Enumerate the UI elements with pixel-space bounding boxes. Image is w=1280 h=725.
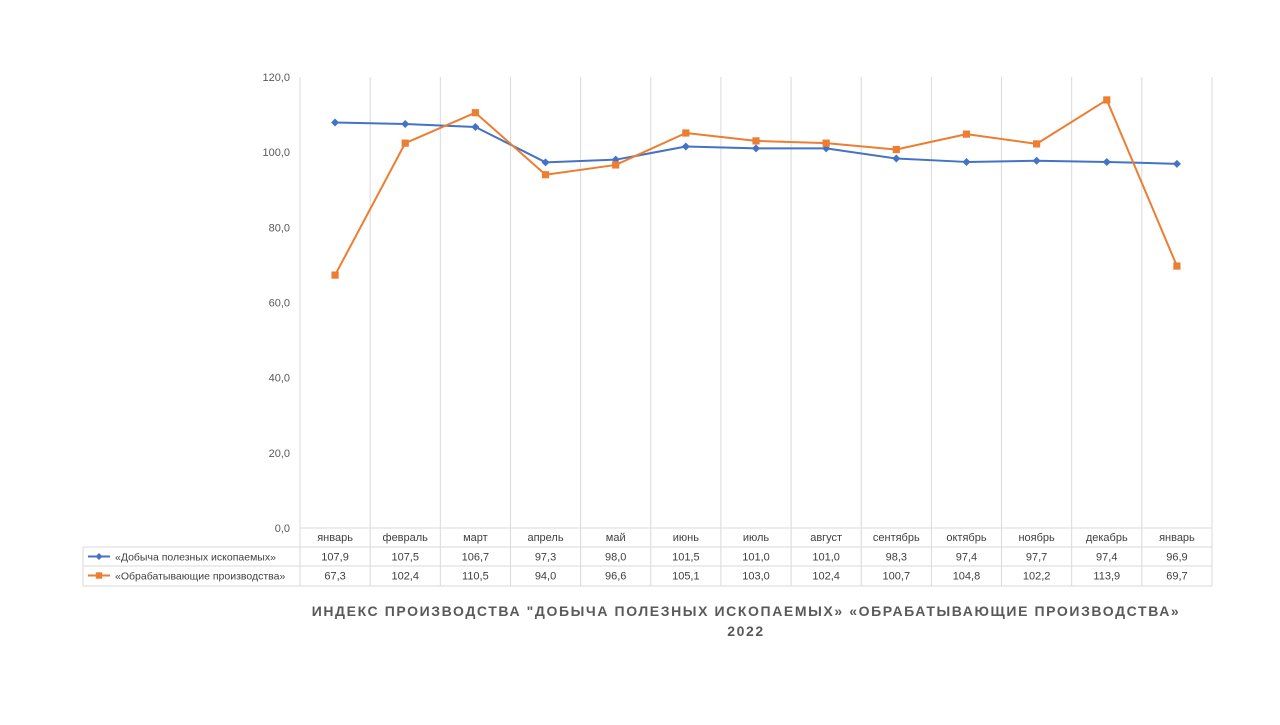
data-table-cell: 110,5: [462, 571, 489, 583]
data-table-cell: 94,0: [535, 571, 556, 583]
data-table-cell: 101,0: [742, 552, 770, 564]
data-point-diamond: [892, 154, 901, 163]
y-tick-label: 40,0: [269, 373, 290, 385]
data-point-square: [612, 161, 620, 169]
data-point-square: [682, 129, 690, 137]
data-point-square: [822, 139, 830, 147]
data-table-cell: 97,3: [535, 552, 556, 564]
data-table-cell: 101,0: [812, 552, 840, 564]
data-table-cell: 67,3: [324, 571, 345, 583]
data-point-square: [1173, 262, 1181, 270]
data-table-cell: 102,4: [812, 571, 840, 583]
data-table-cell: 105,1: [672, 571, 700, 583]
data-table-cell: 97,4: [956, 552, 977, 564]
x-category-label: август: [810, 532, 842, 544]
legend-label: «Обрабатывающие производства»: [115, 571, 285, 583]
data-table-cell: 100,7: [883, 571, 911, 583]
data-point-square: [752, 137, 760, 145]
chart-title: ИНДЕКС ПРОИЗВОДСТВА "ДОБЫЧА ПОЛЕЗНЫХ ИСК…: [312, 603, 1181, 619]
x-category-label: октябрь: [946, 532, 986, 544]
data-point-diamond: [401, 119, 410, 128]
data-table-cell: 106,7: [462, 552, 490, 564]
x-category-label: сентябрь: [873, 532, 920, 544]
data-table-cell: 98,3: [886, 552, 907, 564]
x-category-label: январь: [1159, 532, 1195, 544]
data-table-cell: 96,9: [1166, 552, 1187, 564]
x-category-label: февраль: [383, 532, 429, 544]
x-category-label: январь: [317, 532, 353, 544]
data-table-cell: 103,0: [742, 571, 770, 583]
legend-label: «Добыча полезных ископаемых»: [115, 552, 276, 564]
data-point-square: [962, 130, 971, 138]
x-category-label: ноябрь: [1018, 532, 1055, 544]
data-point-diamond: [1102, 157, 1111, 166]
data-point-square: [471, 109, 479, 117]
data-point-diamond: [471, 122, 480, 131]
data-point-diamond: [1172, 159, 1181, 168]
y-tick-label: 120,0: [262, 72, 290, 84]
y-tick-label: 100,0: [262, 147, 290, 159]
data-table-cell: 97,4: [1096, 552, 1117, 564]
y-tick-label: 20,0: [269, 448, 290, 460]
data-table-cell: 97,7: [1026, 552, 1047, 564]
data-point-diamond: [541, 158, 550, 167]
data-point-diamond: [752, 144, 760, 153]
legend-key-diamond: [95, 553, 103, 560]
data-table-cell: 69,7: [1166, 571, 1187, 583]
data-point-square: [401, 139, 409, 147]
data-table-cell: 101,5: [672, 552, 700, 564]
data-point-diamond: [1032, 156, 1041, 165]
chart-subtitle: 2022: [727, 623, 765, 639]
data-point-square: [892, 145, 900, 154]
data-point-square: [1033, 140, 1041, 148]
y-tick-label: 60,0: [269, 298, 290, 310]
data-table-cell: 107,5: [391, 552, 419, 564]
x-category-label: июль: [743, 532, 770, 544]
x-category-label: июнь: [673, 532, 699, 544]
data-point-diamond: [331, 118, 340, 127]
x-category-label: апрель: [527, 532, 563, 544]
data-point-diamond: [681, 142, 690, 151]
y-tick-label: 0,0: [275, 523, 290, 535]
data-table-cell: 102,4: [391, 571, 419, 583]
data-point-square: [1103, 96, 1111, 104]
y-tick-label: 80,0: [269, 222, 290, 234]
data-table-cell: 113,9: [1093, 571, 1120, 583]
data-table-cell: 96,6: [605, 571, 626, 583]
legend-key-square: [95, 572, 103, 579]
x-category-label: декабрь: [1086, 532, 1128, 544]
data-point-diamond: [962, 157, 971, 166]
data-table-cell: 98,0: [605, 552, 626, 564]
data-table-cell: 107,9: [321, 552, 349, 564]
x-category-label: март: [463, 532, 488, 544]
data-table-cell: 104,8: [953, 571, 981, 583]
data-point-square: [541, 171, 550, 179]
x-category-label: май: [606, 532, 626, 544]
data-point-square: [331, 271, 339, 279]
data-table-cell: 102,2: [1023, 571, 1051, 583]
